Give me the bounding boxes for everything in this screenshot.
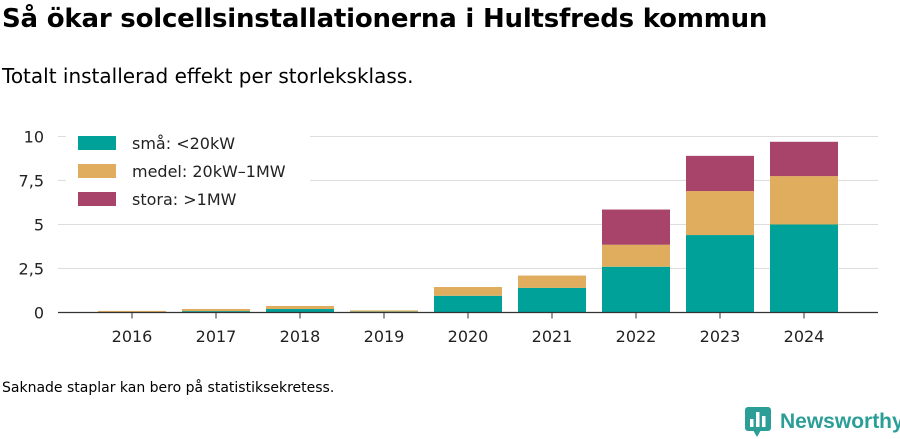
- page-title: Så ökar solcellsinstallationerna i Hults…: [2, 4, 768, 34]
- bar-segment: [434, 286, 502, 296]
- bar-segment: [602, 244, 670, 267]
- footnote: Saknade staplar kan bero på statistiksek…: [2, 380, 335, 396]
- x-tick-label: 2021: [532, 327, 573, 346]
- bar-segment: [266, 305, 334, 309]
- stacked-bar-chart: 0 2,5 5 7,5 10 2016 2017 2018 2019 2020 2021 2022 20…: [19, 128, 878, 346]
- bar-segment: [602, 209, 670, 245]
- axes: 0 2,5 5 7,5 10 2016 2017 2018 2019 2020 2021 2022 20…: [19, 128, 878, 346]
- y-tick-label: 10: [24, 128, 44, 147]
- x-tick-label: 2022: [616, 327, 657, 346]
- bar-segment: [686, 155, 754, 192]
- x-tick-label: 2017: [196, 327, 237, 346]
- x-tick-label: 2016: [112, 327, 153, 346]
- bar-segment: [98, 310, 166, 313]
- bar-segment: [182, 311, 250, 313]
- bar-segment: [686, 235, 754, 313]
- legend-swatch: [78, 164, 116, 178]
- y-tick-label: 2,5: [19, 260, 44, 279]
- bar-segment: [266, 308, 334, 313]
- x-tick-label: 2019: [364, 327, 405, 346]
- y-tick-label: 5: [34, 216, 44, 235]
- legend: små: <20kW medel: 20kW–1MW stora: >1MW: [66, 128, 310, 218]
- bar-segment: [770, 141, 838, 177]
- x-tick-label: 2024: [784, 327, 825, 346]
- legend-label: stora: >1MW: [132, 190, 237, 209]
- legend-label: medel: 20kW–1MW: [132, 162, 286, 181]
- bar-segment: [518, 275, 586, 288]
- bars: [98, 141, 838, 313]
- bar-segment: [518, 287, 586, 313]
- bar-segment: [770, 176, 838, 225]
- x-tick-label: 2023: [700, 327, 741, 346]
- bar-segment: [434, 295, 502, 313]
- bar-segment: [350, 310, 418, 312]
- x-tick-label: 2018: [280, 327, 321, 346]
- page-subtitle: Totalt installerad effekt per storlekskl…: [2, 64, 414, 88]
- legend-label: små: <20kW: [132, 134, 235, 153]
- brand-logo[interactable]: Newsworthy: [744, 406, 900, 438]
- y-tick-label: 0: [34, 304, 44, 323]
- legend-swatch: [78, 192, 116, 206]
- bar-segment: [182, 308, 250, 312]
- brand-name: Newsworthy: [780, 410, 900, 433]
- bar-segment: [602, 266, 670, 313]
- bar-segment: [686, 191, 754, 236]
- bar-chart-speech-bubble-icon: [745, 407, 771, 437]
- legend-swatch: [78, 136, 116, 150]
- bar-segment: [770, 224, 838, 313]
- x-tick-label: 2020: [448, 327, 489, 346]
- y-tick-label: 7,5: [19, 172, 44, 191]
